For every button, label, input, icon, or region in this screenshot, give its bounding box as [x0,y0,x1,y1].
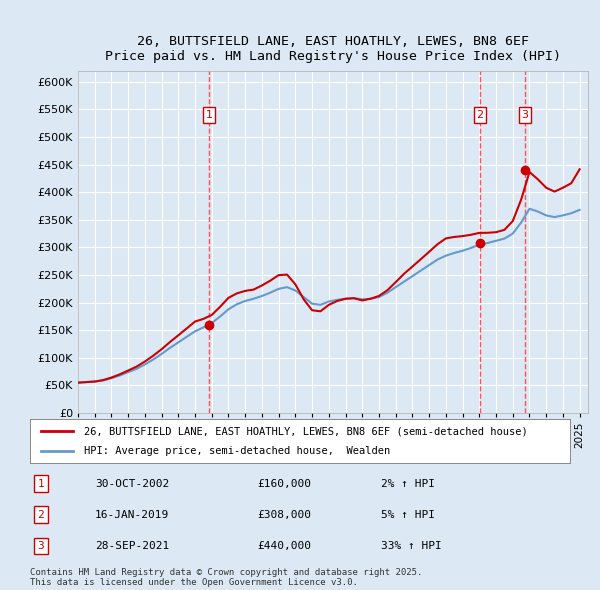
Text: 1: 1 [37,478,44,489]
Text: 26, BUTTSFIELD LANE, EAST HOATHLY, LEWES, BN8 6EF (semi-detached house): 26, BUTTSFIELD LANE, EAST HOATHLY, LEWES… [84,427,528,436]
Text: HPI: Average price, semi-detached house,  Wealden: HPI: Average price, semi-detached house,… [84,446,390,455]
Text: 2: 2 [37,510,44,520]
Text: 1: 1 [205,110,212,120]
Text: 2: 2 [476,110,484,120]
Text: £440,000: £440,000 [257,541,311,551]
Text: 30-OCT-2002: 30-OCT-2002 [95,478,169,489]
Text: 28-SEP-2021: 28-SEP-2021 [95,541,169,551]
Text: £160,000: £160,000 [257,478,311,489]
Text: 3: 3 [37,541,44,551]
Text: Contains HM Land Registry data © Crown copyright and database right 2025.
This d: Contains HM Land Registry data © Crown c… [30,568,422,587]
Title: 26, BUTTSFIELD LANE, EAST HOATHLY, LEWES, BN8 6EF
Price paid vs. HM Land Registr: 26, BUTTSFIELD LANE, EAST HOATHLY, LEWES… [105,35,561,63]
Text: £308,000: £308,000 [257,510,311,520]
Text: 2% ↑ HPI: 2% ↑ HPI [381,478,435,489]
Text: 3: 3 [521,110,529,120]
Text: 5% ↑ HPI: 5% ↑ HPI [381,510,435,520]
Text: 16-JAN-2019: 16-JAN-2019 [95,510,169,520]
Text: 33% ↑ HPI: 33% ↑ HPI [381,541,442,551]
